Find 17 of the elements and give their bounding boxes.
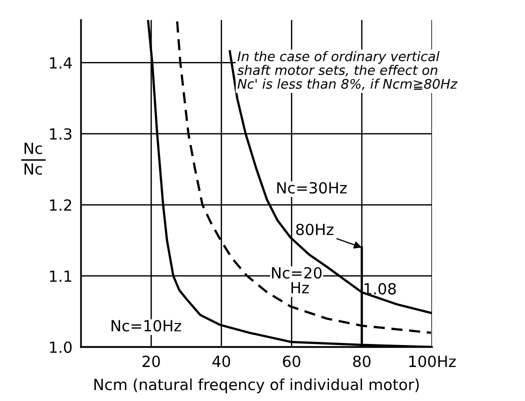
annotation: 80Hz (296, 224, 334, 236)
x-tick-label: 80 (353, 356, 371, 368)
x-tick-label: 20 (142, 356, 160, 368)
y-tick-label: 1.2 (50, 199, 72, 211)
y-tick-label: 1.0 (50, 341, 72, 354)
y-tick-label: 1.1 (50, 270, 72, 282)
y-tick-label: 1.4 (50, 57, 72, 68)
y-axis-title: Nc Nc (24, 142, 42, 175)
annotation: In the case of ordinary vertical shaft motor sets, the effect on Nc' is less than 8%, if Ncm≧80Hz (237, 51, 458, 90)
x-tick-label: 100Hz (409, 356, 456, 368)
series-label: Nc=20 Hz (272, 267, 322, 294)
x-tick-label: 40 (212, 356, 230, 368)
x-axis-title: Ncm (natural freqency of individual motor) (94, 378, 419, 394)
series-label: Nc=10Hz (112, 320, 182, 332)
y-tick-label: 1.3 (50, 128, 72, 140)
x-tick-label: 60 (282, 356, 300, 368)
series-label: Nc=30Hz (277, 182, 347, 194)
